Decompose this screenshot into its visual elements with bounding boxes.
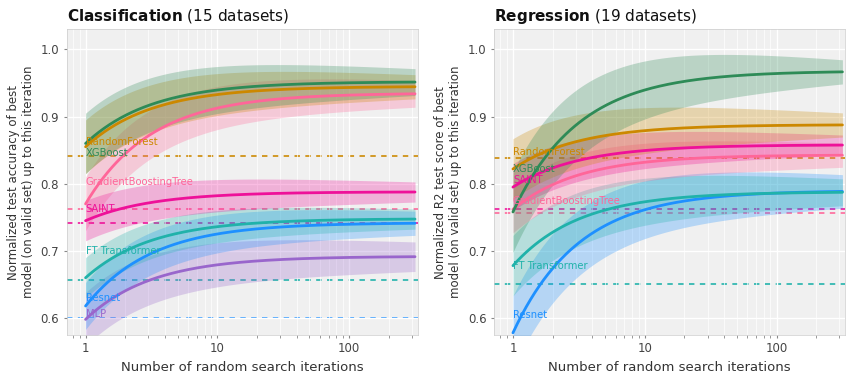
Text: RandomForest: RandomForest	[513, 147, 584, 157]
Text: GradientBoostingTree: GradientBoostingTree	[85, 177, 193, 187]
Text: Resnet: Resnet	[513, 310, 547, 320]
Text: $\bf{Regression}$ (19 datasets): $\bf{Regression}$ (19 datasets)	[494, 7, 697, 26]
Text: XGBoost: XGBoost	[85, 148, 128, 158]
Text: MLP: MLP	[85, 309, 106, 319]
Text: FT Transformer: FT Transformer	[513, 261, 588, 271]
Text: SAINT: SAINT	[85, 204, 115, 214]
Text: GradientBoostingTree: GradientBoostingTree	[513, 195, 621, 205]
Text: XGBoost: XGBoost	[513, 164, 556, 174]
Text: SAINT: SAINT	[513, 175, 543, 185]
Text: $\bf{Classification}$ (15 datasets): $\bf{Classification}$ (15 datasets)	[66, 8, 289, 26]
X-axis label: Number of random search iterations: Number of random search iterations	[549, 361, 791, 374]
Text: RandomForest: RandomForest	[85, 137, 157, 147]
X-axis label: Number of random search iterations: Number of random search iterations	[121, 361, 364, 374]
Text: FT Transformer: FT Transformer	[85, 246, 160, 256]
Y-axis label: Normalized R2 test score of best
model (on valid set) up to this iteration: Normalized R2 test score of best model (…	[435, 66, 463, 298]
Y-axis label: Normalized test accuracy of best
model (on valid set) up to this iteration: Normalized test accuracy of best model (…	[7, 66, 35, 298]
Text: Resnet: Resnet	[85, 293, 119, 303]
